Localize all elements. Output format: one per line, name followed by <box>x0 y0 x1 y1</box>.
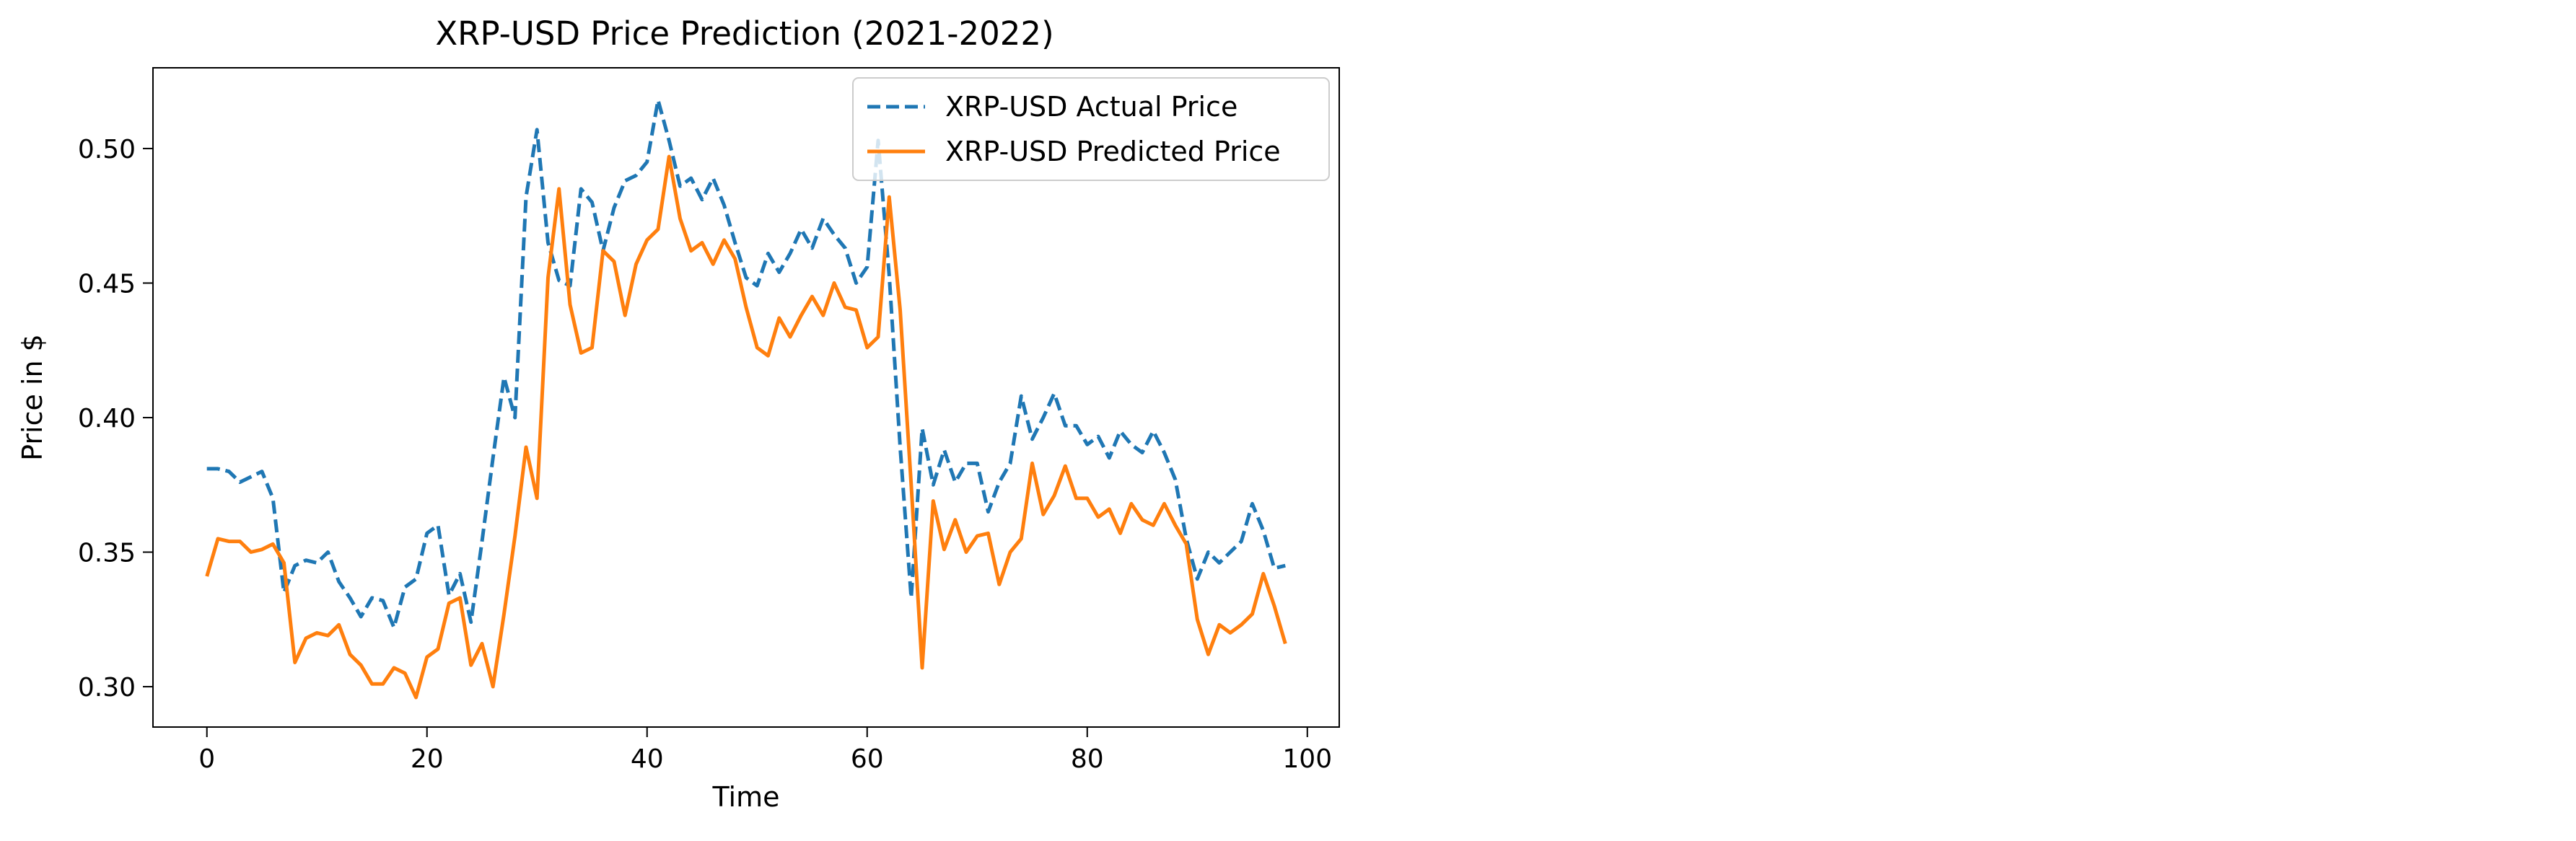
legend-box <box>852 77 1330 181</box>
x-tick-label: 100 <box>1282 744 1332 774</box>
x-tick-label: 20 <box>411 744 444 774</box>
series-line-actual <box>206 98 1286 630</box>
chart-title: XRP-USD Price Prediction (2021-2022) <box>435 14 1053 53</box>
legend: XRP-USD Actual Price XRP-USD Predicted Pr… <box>852 77 1330 181</box>
y-tick-label: 0.45 <box>78 269 136 299</box>
y-tick-label: 0.35 <box>78 539 136 568</box>
legend-label: XRP-USD Predicted Price <box>945 136 1281 167</box>
x-tick-label: 60 <box>851 744 884 774</box>
series-line-predicted <box>205 154 1287 700</box>
x-tick-label: 0 <box>198 744 215 774</box>
y-axis-label: Price in $ <box>17 334 48 461</box>
y-axis: 0.30 0.35 0.40 0.45 0.50 <box>78 135 153 703</box>
x-axis: 0 20 40 60 80 100 <box>198 727 1332 774</box>
plot-frame <box>152 67 1340 728</box>
x-tick-label: 40 <box>631 744 664 774</box>
y-tick-label: 0.40 <box>78 404 136 433</box>
plot-lines <box>205 98 1287 700</box>
x-tick-label: 80 <box>1071 744 1104 774</box>
y-tick-label: 0.50 <box>78 135 136 164</box>
y-tick-label: 0.30 <box>78 673 136 703</box>
x-axis-label: Time <box>712 781 780 813</box>
legend-label: XRP-USD Actual Price <box>945 91 1237 123</box>
